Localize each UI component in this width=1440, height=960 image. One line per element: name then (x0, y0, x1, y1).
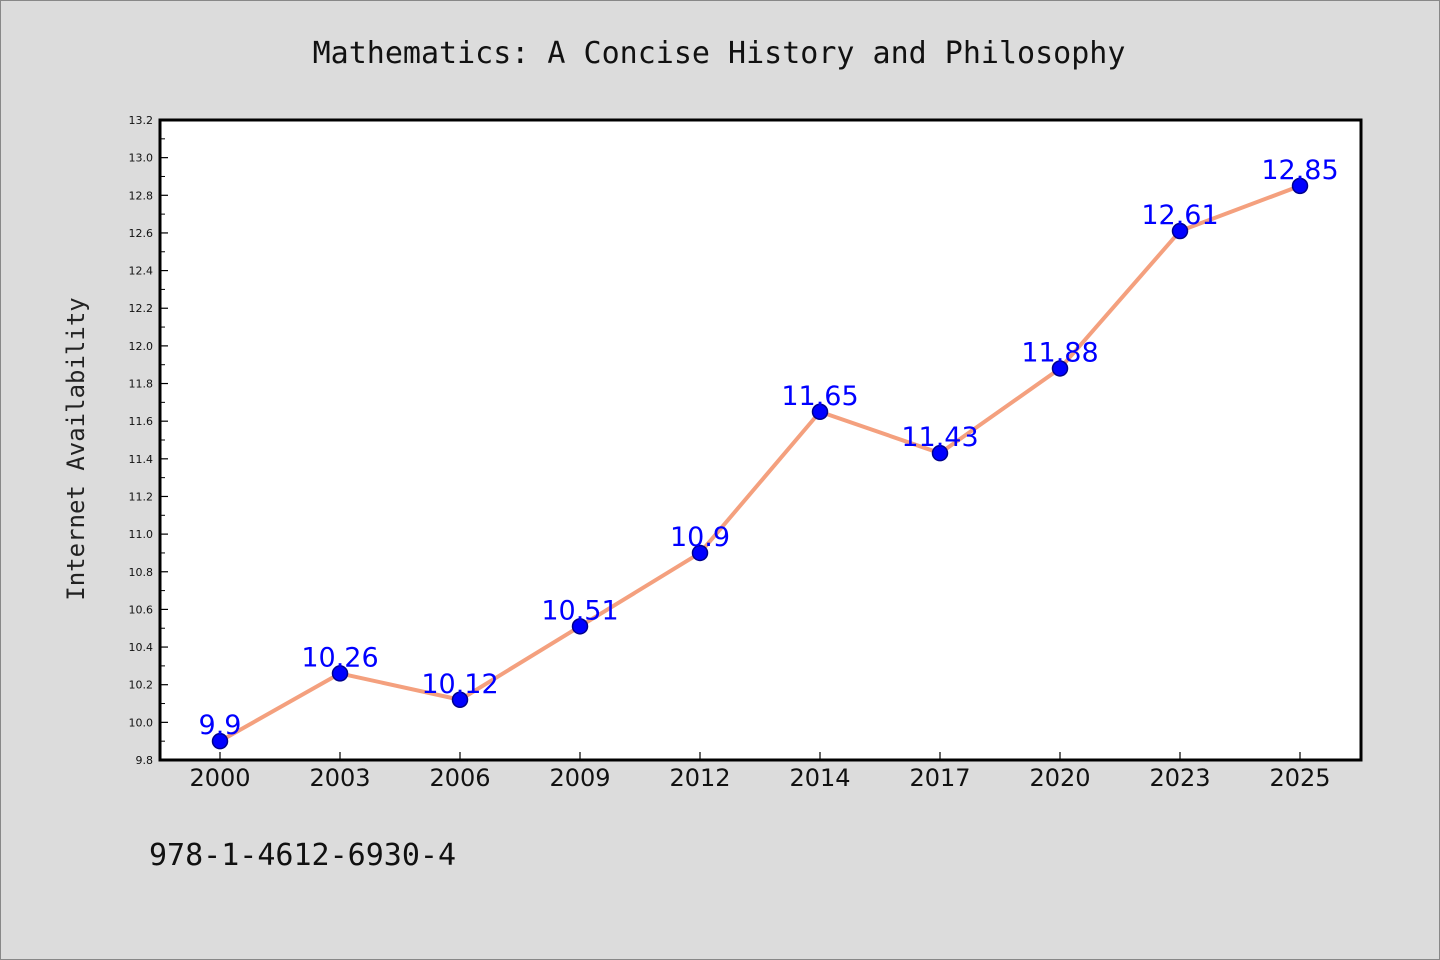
y-tick-label: 13.2 (129, 114, 154, 127)
series-line (218, 183, 1302, 744)
y-tick-label: 12.0 (129, 340, 154, 353)
data-label: 11.65 (781, 381, 858, 412)
data-label: 10.51 (541, 595, 618, 626)
y-tick-label: 11.4 (129, 453, 154, 466)
x-tick-label: 2017 (909, 764, 970, 792)
data-label: 10.12 (421, 669, 498, 700)
y-tick-label: 10.8 (129, 566, 154, 579)
y-axis-label: Internet Availability (62, 297, 90, 600)
x-axis: 2000 2003 2006 2009 2012 2014 2017 2020 2023 2025 (189, 752, 1331, 792)
data-label: 10.26 (301, 642, 378, 673)
data-label: 10.9 (670, 522, 730, 553)
chart-title: Mathematics: A Concise History and Philo… (313, 36, 1126, 71)
data-point (211, 732, 229, 750)
x-tick-label: 2003 (309, 764, 370, 792)
data-label: 9.9 (199, 710, 242, 741)
y-axis: 9.8 10.0 10.2 10.4 10.6 10.8 11.0 11.2 11.4 11.6 1… (129, 114, 168, 767)
x-tick-label: 2020 (1029, 764, 1090, 792)
y-tick-label: 12.4 (129, 265, 154, 278)
data-label: 11.88 (1021, 337, 1098, 368)
data-label: 12.61 (1141, 200, 1218, 231)
y-tick-label: 11.6 (129, 415, 154, 428)
x-tick-label: 2012 (669, 764, 730, 792)
y-tick-label: 11.2 (129, 490, 154, 503)
data-label: 12.85 (1261, 155, 1338, 186)
y-tick-label: 12.8 (129, 189, 154, 202)
data-point (1291, 177, 1309, 195)
y-tick-label: 10.6 (129, 603, 154, 616)
data-point (811, 403, 829, 421)
x-tick-label: 2025 (1269, 764, 1330, 792)
data-point (931, 444, 949, 462)
data-point (571, 618, 589, 635)
x-tick-label: 2014 (789, 764, 850, 792)
y-tick-label: 9.8 (136, 754, 154, 767)
x-tick-label: 2023 (1149, 764, 1210, 792)
y-tick-label: 13.0 (129, 152, 154, 165)
data-label: 11.43 (901, 422, 978, 453)
data-labels: 9.9 10.26 10.12 10.51 10.9 11.65 11.43 11.88 12.… (199, 155, 1339, 741)
data-point (1171, 222, 1189, 240)
y-tick-label: 12.6 (129, 227, 154, 240)
y-tick-label: 11.8 (129, 378, 154, 391)
plot-area (158, 118, 1363, 762)
x-tick-label: 2006 (429, 764, 490, 792)
data-point (451, 691, 469, 709)
data-point (331, 665, 349, 682)
y-tick-label: 12.2 (129, 302, 154, 315)
series-markers (211, 177, 1309, 750)
data-point (691, 544, 709, 562)
y-tick-label: 10.2 (129, 679, 154, 692)
y-tick-label: 11.0 (129, 528, 154, 541)
y-tick-label: 10.0 (129, 716, 154, 729)
x-tick-label: 2009 (549, 764, 610, 792)
isbn-footer: 978-1-4612-6930-4 (149, 838, 456, 873)
y-tick-label: 10.4 (129, 641, 154, 654)
data-point (1051, 360, 1069, 377)
x-tick-label: 2000 (189, 764, 250, 792)
